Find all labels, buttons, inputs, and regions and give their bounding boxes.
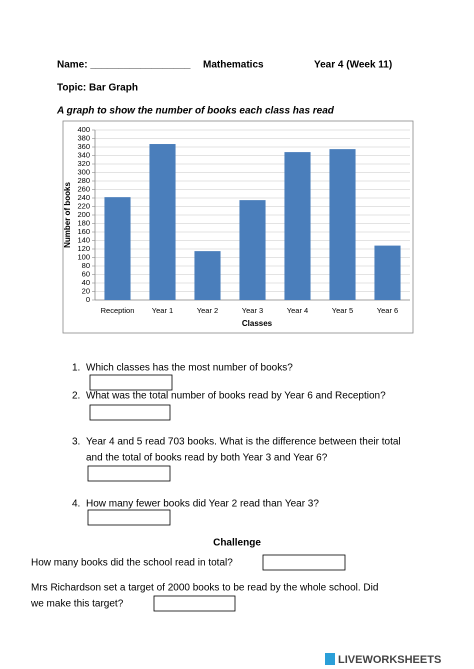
question-text: How many fewer books did Year 2 read tha… [86, 499, 319, 510]
y-tick-label: 20 [82, 286, 90, 295]
y-tick-label: 220 [77, 201, 90, 210]
y-tick-label: 200 [77, 210, 90, 219]
x-tick-label: Year 3 [242, 306, 263, 315]
y-tick-label: 60 [82, 269, 90, 278]
x-tick-label: Reception [101, 306, 135, 315]
x-tick-label: Year 5 [332, 306, 353, 315]
challenge-question: Mrs Richardson set a target of 2000 book… [31, 583, 378, 594]
question-number: 1. [72, 363, 80, 374]
y-tick-label: 120 [77, 244, 90, 253]
question-text: Which classes has the most number of boo… [86, 363, 293, 374]
question-number: 3. [72, 437, 80, 448]
bar [329, 149, 356, 300]
footer-logo: LIVEWORKSHEETS [338, 654, 441, 666]
x-axis-label: Classes [242, 319, 273, 328]
y-tick-label: 360 [77, 142, 90, 151]
answer-box[interactable] [262, 554, 346, 571]
y-tick-label: 400 [77, 125, 90, 134]
y-tick-label: 320 [77, 159, 90, 168]
bar [239, 200, 266, 300]
y-tick-label: 0 [86, 295, 90, 304]
name-field: Name: __________________ [57, 60, 191, 71]
y-tick-label: 160 [77, 227, 90, 236]
y-tick-label: 260 [77, 184, 90, 193]
week: Year 4 (Week 11) [314, 60, 392, 71]
answer-box[interactable] [87, 465, 171, 482]
y-tick-label: 380 [77, 133, 90, 142]
y-tick-label: 280 [77, 176, 90, 185]
topic: Topic: Bar Graph [57, 83, 138, 94]
x-tick-label: Year 2 [197, 306, 218, 315]
question-text: What was the total number of books read … [86, 391, 386, 402]
answer-box[interactable] [89, 404, 171, 421]
bar [104, 197, 131, 300]
challenge-heading: Challenge [213, 538, 261, 549]
graph-title: A graph to show the number of books each… [56, 106, 335, 117]
bar [194, 251, 221, 300]
question-text: Year 4 and 5 read 703 books. What is the… [86, 437, 401, 448]
y-tick-label: 140 [77, 235, 90, 244]
question-text: and the total of books read by both Year… [86, 453, 328, 464]
x-tick-label: Year 1 [152, 306, 173, 315]
logo-icon [325, 653, 335, 665]
subject: Mathematics [203, 60, 264, 71]
chart-frame [62, 120, 414, 334]
challenge-question: we make this target? [30, 599, 124, 610]
question-number: 2. [72, 391, 80, 402]
y-tick-label: 80 [82, 261, 90, 270]
y-axis-label: Number of books [63, 182, 72, 248]
answer-box[interactable] [89, 374, 173, 391]
bar [374, 245, 401, 300]
bar [149, 144, 176, 300]
y-tick-label: 240 [77, 193, 90, 202]
bar [284, 152, 311, 300]
y-tick-label: 300 [77, 167, 90, 176]
x-tick-label: Year 6 [377, 306, 398, 315]
x-tick-label: Year 4 [287, 306, 308, 315]
answer-box[interactable] [87, 509, 171, 526]
challenge-question: How many books did the school read in to… [31, 558, 233, 569]
y-tick-label: 180 [77, 218, 90, 227]
y-tick-label: 100 [77, 252, 90, 261]
answer-box[interactable] [153, 595, 236, 612]
y-tick-label: 40 [82, 278, 90, 287]
y-tick-label: 340 [77, 150, 90, 159]
question-number: 4. [72, 499, 80, 510]
